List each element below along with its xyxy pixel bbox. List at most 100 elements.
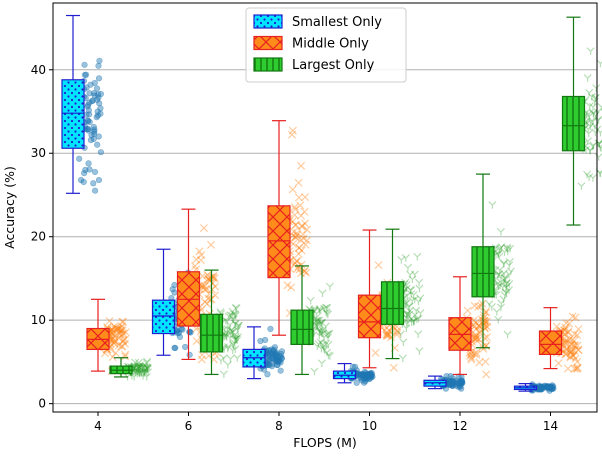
scatter-point-2-5-48 <box>584 129 593 138</box>
scatter-point-1-4-32 <box>480 316 489 325</box>
scatter-point-2-4-20 <box>506 244 515 253</box>
scatter-point-2-5-20 <box>591 93 600 102</box>
scatter-point-1-2-20 <box>290 211 299 220</box>
scatter-point-1-0-42 <box>117 325 126 334</box>
scatter-point-2-0-68 <box>136 362 145 371</box>
scatter-point-2-2-36 <box>321 322 330 330</box>
scatter-point-2-5-63 <box>588 142 597 151</box>
scatter-point-2-4-31 <box>495 270 504 279</box>
scatter-point-1-1-1 <box>197 251 206 260</box>
scatter-point-1-5-52 <box>570 364 579 373</box>
scatter-point-2-2-64 <box>322 309 331 318</box>
scatter-point-0-3-68 <box>360 375 367 382</box>
scatter-point-1-1-27 <box>211 291 220 300</box>
scatter-point-2-0-49 <box>138 364 147 372</box>
scatter-point-2-1-56 <box>227 326 236 335</box>
scatter-point-1-4-9 <box>474 302 483 311</box>
scatter-point-1-3-35 <box>374 261 383 270</box>
scatter-point-2-3-33 <box>402 298 411 307</box>
scatter-point-1-3-26 <box>392 330 401 339</box>
scatter-point-1-0-6 <box>108 353 117 362</box>
scatter-point-2-4-53 <box>496 278 505 287</box>
scatter-point-2-4-68 <box>496 272 505 280</box>
scatter-point-2-1-51 <box>224 343 233 351</box>
scatter-point-1-4-47 <box>472 325 481 334</box>
scatter-point-2-2-41 <box>322 308 331 316</box>
scatter-point-2-0-28 <box>133 362 142 371</box>
scatter-point-2-3-53 <box>407 314 416 323</box>
scatter-point-1-2-17 <box>289 240 298 249</box>
scatter-point-1-2-43 <box>296 201 305 210</box>
scatter-point-1-4-39 <box>483 333 492 342</box>
scatter-point-2-3-38 <box>409 316 418 325</box>
scatter-point-2-4-69 <box>492 307 501 316</box>
scatter-point-2-4-67 <box>495 245 504 254</box>
scatter-point-2-1-9 <box>222 332 231 341</box>
scatter-point-1-4-62 <box>472 348 481 357</box>
scatter-point-2-1-28 <box>222 331 231 340</box>
scatter-point-0-0-56 <box>86 111 93 118</box>
scatter-point-2-1-50 <box>223 317 232 325</box>
scatter-point-2-3-16 <box>407 290 416 298</box>
scatter-point-1-5-24 <box>567 347 576 356</box>
scatter-point-1-4-0 <box>481 357 490 366</box>
scatter-point-1-4-25 <box>470 322 479 331</box>
scatter-point-0-0-62 <box>85 101 92 109</box>
scatter-point-2-4-11 <box>496 303 506 312</box>
scatter-point-1-5-7 <box>564 328 573 337</box>
scatter-point-2-5-29 <box>589 141 598 150</box>
scatter-point-2-1-35 <box>226 354 235 363</box>
scatter-point-0-0-68 <box>82 166 89 174</box>
scatter-point-2-4-38 <box>505 261 514 269</box>
scatter-point-2-4-59 <box>502 282 511 291</box>
scatter-point-2-4-15 <box>496 281 505 290</box>
scatter-point-0-1-69 <box>174 330 181 337</box>
scatter-point-2-1-21 <box>221 316 230 325</box>
scatter-point-2-2-12 <box>310 367 319 376</box>
scatter-point-2-1-34 <box>228 328 237 336</box>
scatter-point-0-5-63 <box>546 383 553 391</box>
scatter-point-1-5-12 <box>563 345 572 354</box>
box-body <box>538 330 563 356</box>
scatter-point-2-2-69 <box>313 319 322 328</box>
scatter-point-2-1-63 <box>226 333 235 342</box>
scatter-point-0-0-58 <box>85 160 92 167</box>
scatter-point-2-4-9 <box>494 249 503 258</box>
scatter-point-1-3-56 <box>382 331 391 340</box>
scatter-point-2-4-3 <box>494 282 503 290</box>
scatter-point-2-3-61 <box>414 314 423 323</box>
scatter-point-0-0-34 <box>94 112 102 119</box>
scatter-point-2-5-1 <box>597 103 602 111</box>
box-plots <box>61 14 586 392</box>
scatter-point-2-3-31 <box>407 318 416 326</box>
scatter-point-2-2-43 <box>317 329 326 338</box>
scatter-point-1-5-18 <box>563 364 573 373</box>
scatter-point-2-2-55 <box>319 342 328 350</box>
scatter-point-0-4-66 <box>447 378 455 386</box>
scatter-point-2-5-31 <box>586 118 595 126</box>
scatter-point-1-4-67 <box>475 321 484 330</box>
scatter-point-1-2-48 <box>300 219 310 228</box>
scatter-point-2-0-17 <box>137 368 146 377</box>
scatter-point-2-1-31 <box>231 311 240 320</box>
scatter-point-1-0-60 <box>114 333 123 343</box>
scatter-point-1-0-8 <box>121 352 130 361</box>
scatter-point-1-0-31 <box>116 326 125 335</box>
scatter-point-2-4-50 <box>499 269 509 278</box>
scatter-point-2-5-52 <box>596 128 602 137</box>
scatter-point-2-4-61 <box>503 244 512 253</box>
scatter-point-2-3-29 <box>410 270 419 279</box>
scatter-point-2-4-28 <box>501 283 510 292</box>
scatter-point-2-1-42 <box>230 310 239 318</box>
scatter-point-2-2-15 <box>316 338 325 347</box>
scatter-point-0-2-58 <box>267 325 274 332</box>
scatter-point-1-0-37 <box>110 338 119 347</box>
scatter-point-1-0-48 <box>100 349 110 358</box>
scatter-point-2-3-10 <box>408 296 417 305</box>
scatter-point-1-2-16 <box>294 178 303 187</box>
scatter-point-2-1-5 <box>229 327 238 336</box>
scatter-point-2-1-43 <box>229 341 238 350</box>
scatter-point-2-4-49 <box>500 276 509 285</box>
scatter-point-2-3-66 <box>411 311 420 319</box>
scatter-point-2-1-46 <box>228 314 237 323</box>
